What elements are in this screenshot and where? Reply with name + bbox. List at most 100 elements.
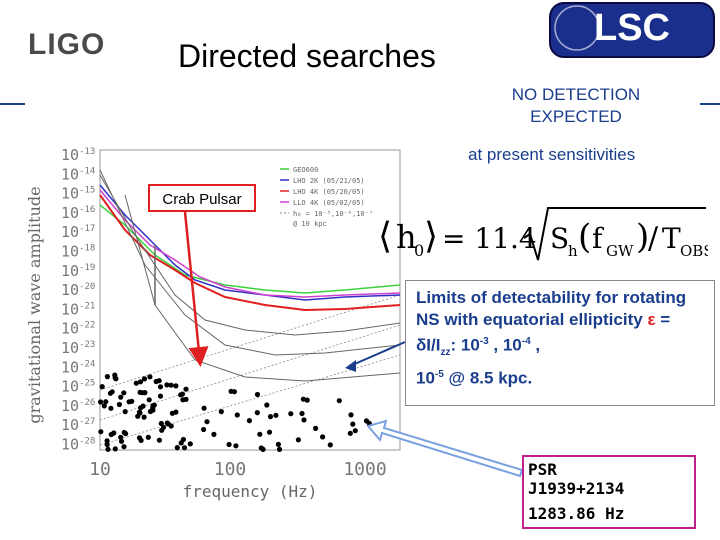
pulsar-point <box>145 434 151 440</box>
pulsar-point <box>150 407 156 413</box>
limits-tail: @ 8.5 kpc. <box>443 368 533 388</box>
legend-lho4k: LHO 4K (05/20/05) <box>293 188 365 196</box>
formula-equals: = 11.4 <box>442 222 537 255</box>
formula-S: S <box>550 222 569 255</box>
pulsar-point <box>275 441 281 447</box>
svg-text:(: ( <box>578 217 591 257</box>
limits-description: Limits of detectability for rotating NS … <box>405 280 715 406</box>
limits-exp3: -5 <box>434 369 444 381</box>
llo4k-curve <box>99 189 401 298</box>
pulsar-point <box>178 440 184 446</box>
design-curve-1 <box>99 174 401 336</box>
pulsar-point <box>295 437 301 443</box>
pulsar-point <box>157 384 164 390</box>
design-curve-3 <box>124 194 401 382</box>
lho2k-curve <box>99 184 401 301</box>
legend-h0: h₀ = 10⁻⁵,10⁻⁶,10⁻⁷ <box>293 210 373 218</box>
pulsar-point <box>273 412 279 418</box>
pulsar-point <box>141 376 148 382</box>
pulsar-point <box>104 441 110 448</box>
formula-T: T <box>662 222 681 255</box>
pulsar-point <box>352 428 358 434</box>
formula-S-sub: h <box>568 242 578 260</box>
pulsar-point <box>363 418 370 424</box>
pulsar-point <box>168 382 174 388</box>
sensitivities-note: at present sensitivities <box>468 145 636 164</box>
pulsar-point <box>135 413 141 419</box>
formula-f-sub: GW <box>606 242 634 260</box>
limits-eq: = δI/I <box>416 310 671 355</box>
pulsar-point <box>276 446 283 452</box>
pulsar-point <box>211 431 217 437</box>
formula-h-sub: 0 <box>414 241 424 260</box>
pulsar-point <box>98 429 104 435</box>
limits-arrow-head <box>345 360 356 372</box>
legend-llo4k: LLO 4K (05/02/05) <box>293 199 365 207</box>
pulsar-point <box>350 421 356 427</box>
pulsar-point <box>104 374 110 380</box>
pulsar-point <box>98 399 104 405</box>
pulsar-point <box>174 445 180 451</box>
pulsar-point <box>158 420 164 427</box>
pulsar-point <box>246 418 252 424</box>
crab-arrow <box>183 211 209 367</box>
pulsar-point <box>118 434 124 440</box>
pulsar-point <box>99 384 105 390</box>
pulsar-point <box>327 442 333 448</box>
pulsar-point <box>348 412 354 418</box>
pulsar-point <box>108 431 114 438</box>
pulsar-point <box>136 409 142 415</box>
svg-text:): ) <box>636 217 649 257</box>
ligo-logo-text: LIGO <box>28 28 106 61</box>
pulsar-point <box>231 389 237 395</box>
pulsar-point <box>254 410 260 416</box>
pulsar-point <box>109 389 115 395</box>
pulsar-point <box>139 390 145 396</box>
pulsar-point <box>201 426 207 433</box>
left-rule <box>0 103 25 105</box>
pulsar-point <box>118 394 124 400</box>
pulsar-point <box>133 380 139 386</box>
pulsar-point <box>146 397 152 403</box>
legend-geo600: GEO600 <box>293 166 318 174</box>
pulsar-point <box>288 411 294 417</box>
pulsar-point <box>121 390 127 396</box>
legend-distance: @ 10 kpc <box>293 220 327 228</box>
pulsar-point <box>183 386 189 392</box>
pulsar-point <box>226 441 232 448</box>
pulsar-point <box>204 419 210 425</box>
pulsar-point <box>137 379 144 385</box>
pulsar-point <box>116 401 122 408</box>
pulsar-point <box>313 425 319 431</box>
crab-pulsar-label: Crab Pulsar <box>148 184 256 212</box>
spindown-line <box>99 354 401 446</box>
psr-arrow <box>366 419 524 478</box>
svg-text:⟨: ⟨ <box>378 216 392 257</box>
pulsar-point <box>264 402 270 408</box>
pulsar-point <box>260 446 266 452</box>
pulsar-point <box>181 445 188 451</box>
pulsar-point <box>121 429 127 436</box>
pulsar-point <box>164 420 170 426</box>
pulsar-point <box>301 417 307 423</box>
pulsar-point <box>156 437 162 443</box>
formula-f: f <box>592 222 605 255</box>
pulsar-point <box>112 372 118 378</box>
x-tick-label: 10 <box>89 459 111 480</box>
pulsar-point <box>103 399 109 405</box>
ligo-logo: LIGO <box>28 28 105 62</box>
right-rule <box>700 103 720 105</box>
pulsar-point <box>299 410 305 417</box>
legend-lho2k: LHO 2K (05/21/05) <box>293 177 365 185</box>
pulsar-point <box>336 398 342 404</box>
design-curve-2 <box>99 169 401 356</box>
limits-ten: 10 <box>416 368 435 388</box>
pulsar-points <box>98 372 372 452</box>
pulsar-point <box>112 446 118 452</box>
pulsar-point <box>153 378 159 385</box>
y-axis-label: gravitational wave amplitude <box>25 186 44 423</box>
pulsar-point <box>179 391 185 397</box>
pulsar-point <box>218 409 224 415</box>
pulsar-point <box>257 431 263 437</box>
